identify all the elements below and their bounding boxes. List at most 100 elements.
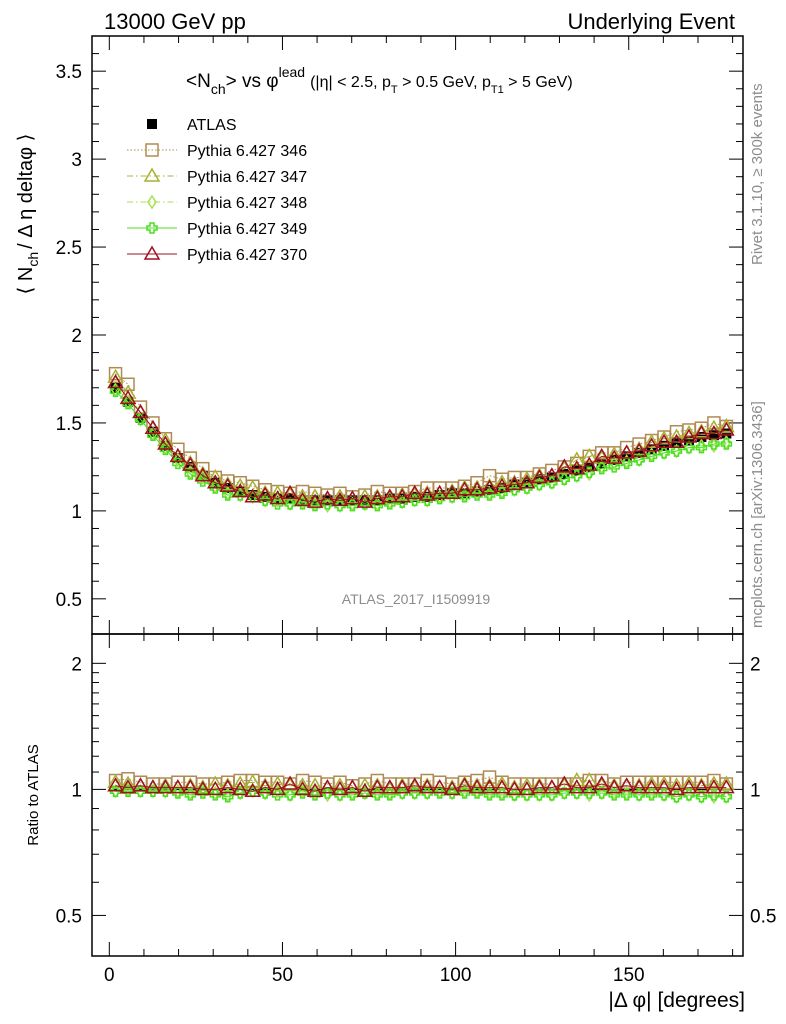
data-point-370	[680, 428, 698, 443]
ratio-point-347	[531, 777, 548, 792]
ratio-point-370	[356, 782, 374, 797]
data-point-370	[443, 484, 461, 500]
data-point-370	[169, 447, 187, 463]
data-point-347	[456, 479, 473, 494]
data-point-370	[630, 442, 648, 457]
data-point-347	[256, 484, 274, 500]
ratio-point-347	[393, 777, 411, 792]
legend-marker-349	[146, 222, 158, 234]
ratio-point-370	[344, 779, 361, 794]
ratio-point-349	[695, 791, 708, 803]
data-point-349	[284, 498, 296, 510]
series-370	[107, 373, 735, 508]
legend-markers	[127, 119, 177, 260]
x-tick-label: 0	[104, 965, 115, 986]
data-point-370	[655, 433, 673, 449]
ratio-y-tick-label-right: 2	[750, 654, 761, 675]
ratio-point-347	[418, 777, 436, 792]
ratio-point-347	[630, 777, 648, 792]
data-point-370	[319, 490, 336, 505]
data-point-347	[655, 430, 673, 445]
legend-label-370: Pythia 6.427 370	[187, 247, 307, 264]
data-point-370	[556, 458, 573, 473]
ratio-point-349	[259, 787, 271, 799]
ratio-point-370	[269, 780, 286, 796]
data-point-347	[369, 488, 386, 503]
legend-marker-370	[143, 245, 161, 260]
ratio-point-347	[244, 773, 261, 788]
ratio-point-370	[668, 780, 685, 796]
data-point-370	[468, 481, 486, 496]
ratio-point-370	[680, 779, 698, 794]
data-point-349	[695, 441, 708, 454]
data-point-atlas	[247, 490, 258, 501]
ratio-point-347	[506, 779, 523, 794]
data-point-347	[580, 447, 598, 463]
x-tick-label: 100	[440, 965, 472, 986]
ratio-point-347	[718, 775, 735, 790]
ratio-point-370	[406, 777, 424, 792]
ratio-point-370	[568, 779, 586, 794]
ratio-y-axis-label: Ratio to ATLAS	[25, 744, 42, 845]
x-tick-label: 150	[613, 965, 645, 986]
ratio-point-347	[643, 775, 660, 790]
data-point-370	[718, 421, 735, 436]
data-point-370	[618, 444, 635, 459]
ratio-line-370	[115, 783, 727, 792]
ratio-point-370	[418, 779, 436, 794]
data-point-349	[159, 443, 172, 456]
data-point-347	[518, 470, 536, 485]
data-point-349	[209, 482, 222, 494]
data-point-349	[197, 475, 209, 487]
ratio-point-349	[583, 787, 596, 799]
ratio-point-370	[468, 779, 486, 794]
plot-title: <Nch> vs φlead(|η| < 2.5, pT > 0.5 GeV, …	[186, 64, 573, 97]
ratio-point-349	[396, 787, 409, 799]
ratio-point-349	[571, 787, 583, 799]
ratio-y-tick-label-right: 1	[750, 780, 761, 801]
data-point-347	[331, 488, 349, 503]
ratio-point-347	[107, 773, 124, 788]
data-point-370	[518, 474, 536, 489]
ratio-point-370	[144, 779, 162, 794]
ratio-point-347	[381, 780, 399, 796]
ratio-y-tick-label-left: 0.5	[56, 906, 82, 927]
ratio-point-370	[206, 780, 224, 796]
data-point-370	[306, 493, 324, 508]
ratio-point-370	[655, 779, 673, 794]
ratio-point-347	[182, 777, 199, 792]
ratio-point-347	[705, 775, 723, 790]
ratio-point-370	[556, 775, 573, 790]
data-point-370	[256, 486, 274, 501]
data-point-349	[221, 489, 234, 501]
header-left: 13000 GeV pp	[104, 9, 246, 34]
ratio-point-347	[281, 777, 299, 792]
data-point-349	[708, 438, 720, 450]
legend-label-349: Pythia 6.427 349	[187, 221, 307, 238]
data-point-349	[608, 461, 620, 473]
ratio-point-347	[369, 777, 386, 792]
ratio-point-370	[443, 780, 461, 796]
ratio-point-370	[493, 779, 511, 794]
legend-label-347: Pythia 6.427 347	[187, 169, 307, 186]
y-axis-label: ⟨ Nch/ Δ η deltaφ ⟩	[15, 134, 41, 295]
data-point-347	[718, 417, 735, 433]
data-point-346	[470, 475, 484, 490]
y-tick-label: 1	[71, 502, 82, 523]
data-point-349	[271, 498, 284, 510]
ratio-point-370	[369, 779, 386, 794]
data-point-347	[680, 425, 698, 440]
x-axis-label: |Δ φ| [degrees]	[608, 989, 745, 1012]
ratio-point-370	[506, 780, 523, 796]
data-point-347	[244, 479, 261, 494]
ratio-panel-frame	[91, 633, 744, 957]
ratio-point-370	[643, 779, 660, 794]
data-point-370	[456, 481, 473, 496]
data-point-370	[705, 425, 723, 440]
ratio-point-349	[558, 787, 571, 799]
data-point-370	[418, 486, 436, 501]
data-point-370	[182, 456, 199, 471]
ratio-point-347	[456, 775, 473, 790]
ratio-point-347	[605, 777, 623, 792]
data-point-370	[269, 490, 286, 505]
